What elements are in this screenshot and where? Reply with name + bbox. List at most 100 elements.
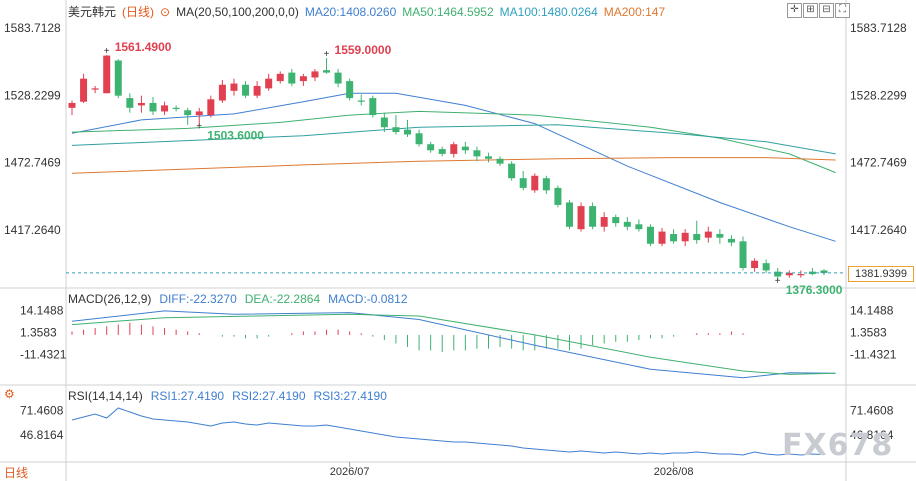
candle-body (207, 99, 215, 116)
candle-body (149, 102, 157, 112)
candle-body (473, 150, 481, 157)
candle-body (253, 85, 261, 96)
candle-body (820, 270, 828, 273)
candle-body (716, 234, 724, 238)
rsi-line (71, 407, 825, 456)
candle-body (704, 231, 712, 238)
candle-body (461, 146, 469, 151)
rsi3-value: RSI3:27.4190 (313, 389, 387, 403)
candle-body (276, 73, 284, 82)
candle-body (126, 98, 134, 108)
macd-tick-left: 14.1488 (20, 304, 64, 318)
ma200-line (71, 157, 836, 174)
zoom-out-icon[interactable]: ⊟ (819, 3, 834, 18)
candle-body (172, 107, 180, 110)
candle-body (681, 232, 689, 242)
candle-body (751, 260, 759, 269)
macd-header: MACD(26,12,9) DIFF:-22.3270 DEA:-22.2864 MA… (68, 292, 416, 306)
candle-body (242, 84, 250, 96)
price-tick-left: 1528.2299 (4, 88, 61, 102)
candle-body (346, 81, 354, 99)
ma100-line (71, 124, 836, 155)
rsi1-value: RSI1:27.4190 (150, 389, 225, 403)
period-label[interactable]: (日线) (122, 5, 155, 19)
candle-body (797, 274, 805, 276)
candle-body (380, 117, 388, 128)
macd-tick-right: 14.1488 (850, 304, 894, 318)
candle-body (565, 202, 573, 227)
zoom-in-icon[interactable]: ⊞ (803, 3, 818, 18)
extreme-marker-icon: + (324, 49, 330, 60)
macd-dea: DEA:-22.2864 (244, 292, 321, 306)
macd-tick-left: -11.4321 (20, 348, 67, 362)
candle-body (450, 144, 458, 154)
x-axis-label: 2026/07 (330, 466, 370, 478)
extreme-price-label: 1503.6000 (207, 128, 264, 142)
price-tick-right: 1528.2299 (850, 88, 907, 102)
candle-body (218, 84, 226, 101)
rsi2-value: RSI2:27.4190 (232, 389, 306, 403)
period-selector[interactable]: 日线 (4, 466, 29, 480)
candle-body (114, 60, 122, 96)
extreme-marker-icon: + (196, 121, 202, 132)
gear-icon[interactable]: ⚙ (4, 387, 15, 401)
symbol-label: 美元韩元 (68, 5, 117, 19)
candle-body (230, 83, 238, 91)
extreme-price-label: 1559.0000 (335, 43, 392, 57)
fullscreen-icon[interactable]: ⛶ (835, 3, 850, 18)
ma20-value: MA20:1408.0260 (304, 5, 397, 19)
rsi-header: RSI(14,14,14) RSI1:27.4190 RSI2:27.4190 RSI… (68, 389, 395, 403)
crosshair-icon[interactable]: ✛ (787, 3, 802, 18)
candle-body (311, 71, 319, 78)
macd-label[interactable]: MACD(26,12,9) (68, 292, 152, 306)
extreme-marker-icon: + (775, 276, 781, 287)
rsi-tick-right: 71.4608 (850, 404, 894, 418)
ma20-line (71, 92, 836, 242)
candle-body (646, 226, 654, 244)
extreme-price-label: 1376.3000 (786, 283, 843, 297)
price-tick-left: 1583.7128 (4, 21, 61, 35)
candle-body (739, 241, 747, 269)
watermark-logo: FX678 (782, 428, 894, 463)
price-tick-right: 1583.7128 (850, 21, 907, 35)
macd-diff: DIFF:-22.3270 (159, 292, 237, 306)
candle-body (635, 224, 643, 230)
candle-body (542, 178, 550, 191)
candle-body (392, 127, 400, 133)
candle-body (484, 156, 492, 159)
candle-body (357, 100, 365, 102)
ma50-value: MA50:1464.5952 (402, 5, 494, 19)
settings-icon[interactable]: ⊙ (160, 5, 171, 19)
candle-body (600, 217, 608, 227)
candle-body (91, 88, 99, 90)
macd-tick-right: 1.3583 (850, 326, 887, 340)
candle-body (195, 111, 203, 116)
ma-label[interactable]: MA(20,50,100,200,0,0) (176, 5, 299, 19)
rsi-label[interactable]: RSI(14,14,14) (68, 389, 143, 403)
candle-body (670, 234, 678, 242)
candle-body (265, 78, 273, 89)
ma100-value: MA100:1480.0264 (499, 5, 598, 19)
candle-body (612, 217, 620, 224)
candle-body (323, 70, 331, 73)
candle-body (427, 144, 435, 151)
candle-body (589, 206, 597, 227)
candle-body (785, 272, 793, 276)
candle-body (496, 158, 504, 164)
candle-body (519, 178, 527, 188)
rsi-tick-left: 71.4608 (20, 404, 64, 418)
candle-body (693, 234, 701, 241)
candle-body (623, 221, 631, 227)
ma50-line (71, 110, 836, 174)
candle-body (68, 102, 76, 108)
macd-diff-line (71, 310, 836, 379)
candle-body (438, 149, 446, 154)
candle-body (103, 55, 111, 94)
candle-body (415, 133, 423, 145)
candle-body (288, 72, 296, 84)
candle-body (369, 98, 377, 116)
price-tick-right: 1472.7469 (850, 156, 907, 170)
current-price-tag: 1381.9399 (848, 266, 914, 282)
price-tick-left: 1472.7469 (4, 156, 61, 170)
